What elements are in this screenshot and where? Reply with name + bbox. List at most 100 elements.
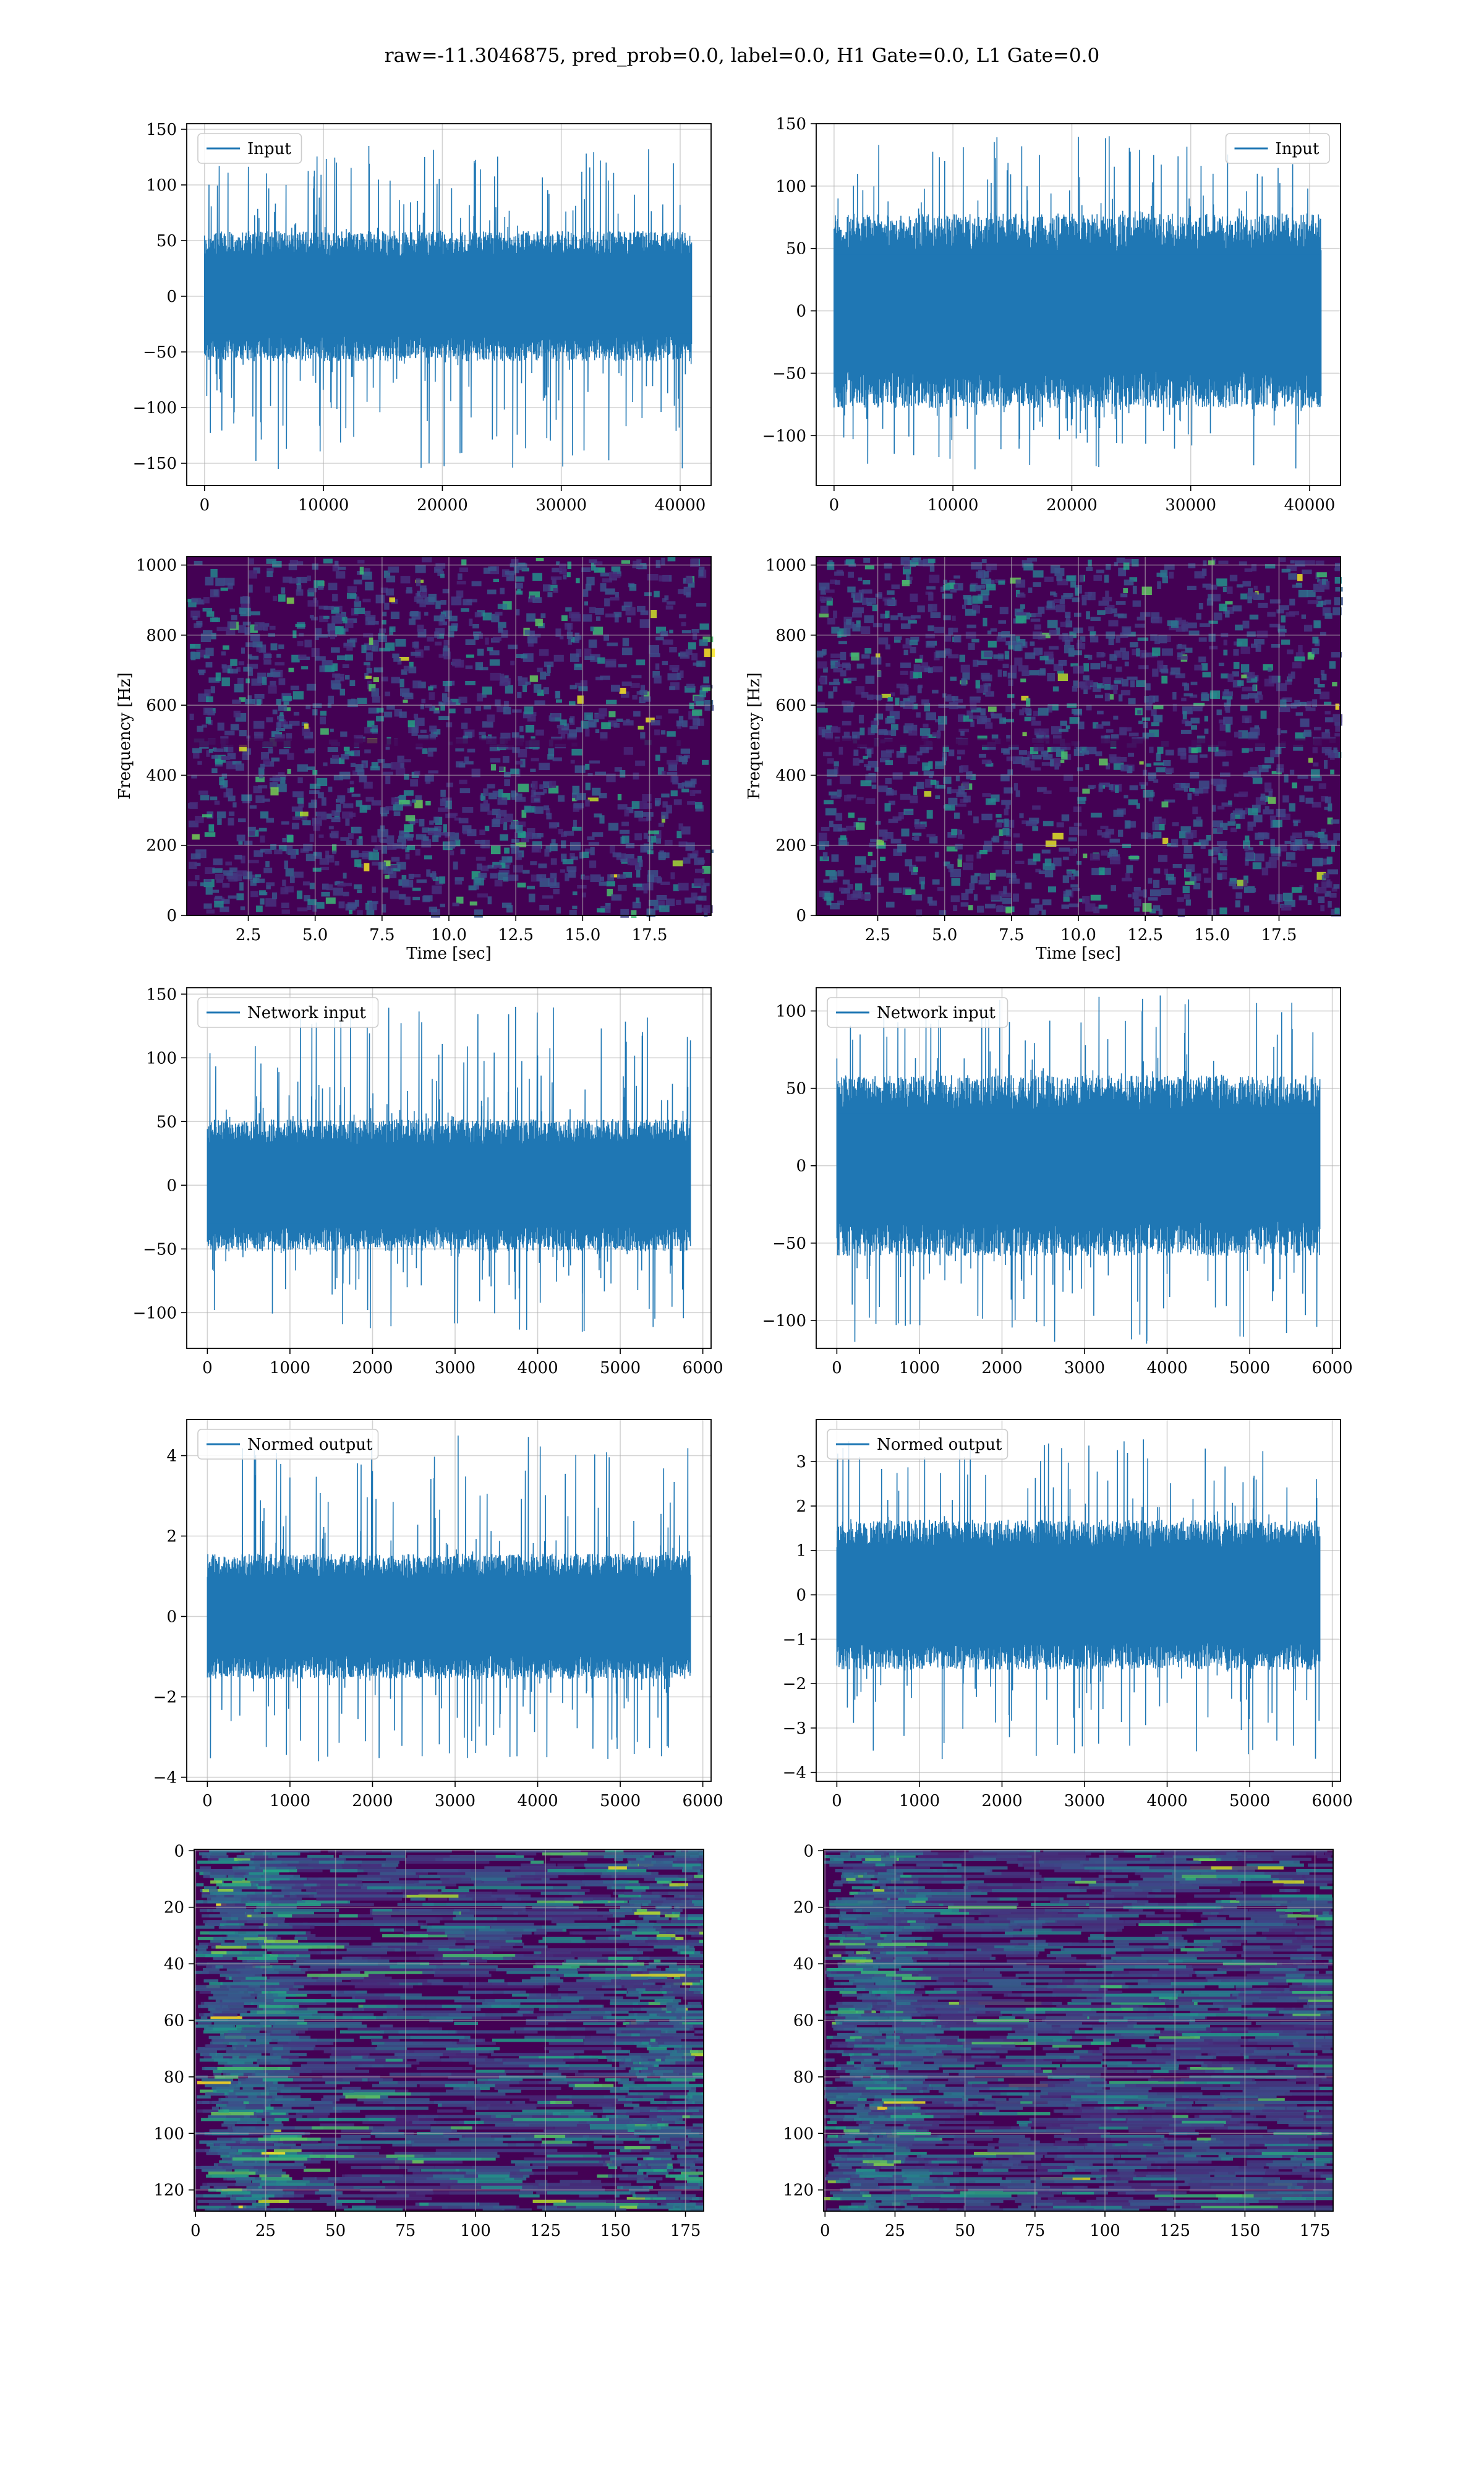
x-tick-label: 4000 [1146,1359,1187,1377]
y-tick-label: 0 [166,1176,177,1195]
y-axis: −100 −50 0 50 100 150 [762,115,816,445]
y-tick-label: 100 [153,2125,184,2143]
legend-label: Normed output [877,1436,1002,1454]
y-tick-label: 0 [174,1842,184,1860]
y-tick-label: 400 [146,766,177,785]
x-tick-label: 2000 [352,1359,393,1377]
x-axis: 0 25 50 75 100 125 150 175 [190,2211,701,2240]
x-tick-label: 10.0 [1060,926,1096,944]
x-tick-label: 5000 [1229,1792,1270,1810]
axes-frame [816,1419,1341,1782]
y-tick-label: −2 [153,1689,177,1707]
axes-frame [823,1849,1334,2212]
y-tick-label: 0 [796,1157,806,1176]
x-axis: 0 1000 2000 3000 4000 5000 6000 [202,1781,723,1810]
x-axis: 0 1000 2000 3000 4000 5000 6000 [202,1348,723,1377]
y-tick-label: 1000 [136,557,177,575]
x-axis: 2.5 5.0 7.5 10.0 12.5 15.0 17.5 [236,915,668,944]
y-tick-label: −4 [153,1769,177,1787]
x-tick-label: 40000 [1284,496,1336,515]
y-tick-label: −50 [143,343,177,362]
axes-frame [186,987,712,1349]
legend-box [197,1429,379,1460]
series-core-band [837,1551,1320,1638]
x-tick-label: 20000 [417,496,468,515]
y-tick-label: 100 [146,176,177,195]
y-tick-label: 4 [166,1447,177,1466]
x-tick-label: 1000 [899,1359,940,1377]
y-tick-label: 1 [796,1542,806,1560]
legend-box [197,997,379,1028]
y-axis-label: Frequency [Hz] [745,672,764,800]
heatmap-cells [187,557,715,918]
y-tick-label: 0 [166,907,177,925]
y-tick-label: 0 [166,1608,177,1627]
y-tick-label: 80 [793,2068,814,2087]
x-tick-label: 3000 [1064,1359,1105,1377]
y-tick-label: 60 [793,2012,814,2031]
x-tick-label: 2.5 [236,926,261,944]
y-tick-label: 50 [786,240,806,259]
y-tick-label: 50 [156,1113,177,1131]
x-tick-label: 150 [600,2222,631,2240]
legend: Input [197,133,302,164]
y-axis: −150 −100 −50 0 50 100 150 [133,121,187,473]
x-axis: 0 10000 20000 30000 40000 [200,486,706,515]
x-tick-label: 40000 [655,496,706,515]
x-tick-label: 3000 [435,1792,475,1810]
legend-box [1225,133,1330,164]
x-axis: 0 1000 2000 3000 4000 5000 6000 [832,1781,1353,1810]
x-tick-label: 75 [395,2222,416,2240]
x-tick-label: 100 [1090,2222,1120,2240]
x-tick-label: 6000 [1312,1359,1353,1377]
gridlines [824,1849,1333,2211]
y-tick-label: 200 [146,837,177,855]
x-tick-label: 1000 [270,1792,310,1810]
y-tick-label: 0 [166,288,177,306]
x-tick-label: 100 [460,2222,491,2240]
y-tick-label: −50 [772,1235,806,1253]
x-tick-label: 5000 [600,1359,641,1377]
x-tick-label: 5.0 [932,926,957,944]
y-tick-label: −50 [143,1240,177,1259]
x-tick-label: 50 [325,2222,346,2240]
series-core-band [207,1147,691,1224]
x-tick-label: 2000 [981,1792,1022,1810]
x-tick-label: 30000 [1165,496,1216,515]
y-tick-label: 1000 [765,557,806,575]
legend-box [827,997,1009,1028]
x-tick-label: 5000 [1229,1359,1270,1377]
x-tick-label: 4000 [517,1359,558,1377]
y-tick-label: 2 [166,1528,177,1546]
x-tick-label: 0 [202,1792,213,1810]
x-tick-label: 12.5 [498,926,534,944]
y-axis: 0 20 40 60 80 100 120 [783,1842,824,2200]
y-tick-label: −50 [772,364,806,383]
x-tick-label: 15.0 [1194,926,1230,944]
y-tick-label: 0 [803,1842,814,1860]
x-tick-label: 4000 [1146,1792,1187,1810]
heatmap-cells [194,1849,704,2212]
y-tick-label: −1 [783,1630,806,1649]
y-axis-label: Frequency [Hz] [116,672,134,800]
x-tick-label: 17.5 [632,926,668,944]
x-axis: 2.5 5.0 7.5 10.0 12.5 15.0 17.5 [865,915,1297,944]
x-tick-label: 0 [202,1359,213,1377]
y-tick-label: 2 [796,1497,806,1516]
legend-label: Network input [247,1004,366,1022]
x-tick-label: 6000 [683,1359,723,1377]
legend-label: Normed output [247,1436,373,1454]
y-tick-label: 60 [164,2012,184,2031]
x-tick-label: 30000 [535,496,587,515]
y-axis: −4 −3 −2 −1 0 1 2 3 [783,1453,816,1783]
x-tick-label: 25 [255,2222,276,2240]
axes-frame [186,123,712,486]
x-tick-label: 7.5 [369,926,394,944]
x-tick-label: 17.5 [1261,926,1297,944]
x-tick-label: 12.5 [1127,926,1163,944]
y-tick-label: 150 [146,985,177,1004]
x-tick-label: 7.5 [999,926,1024,944]
x-tick-label: 125 [530,2222,561,2240]
y-tick-label: 120 [153,2181,184,2200]
